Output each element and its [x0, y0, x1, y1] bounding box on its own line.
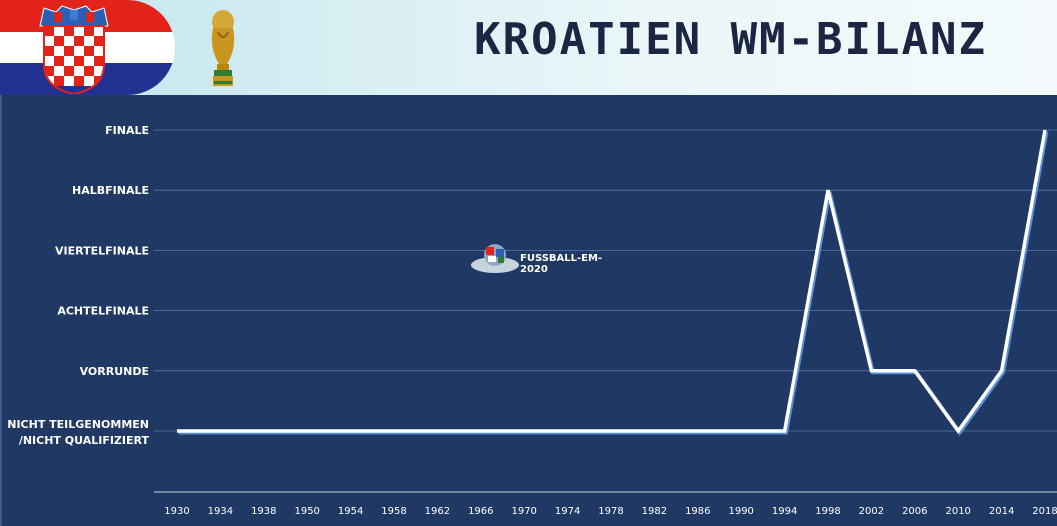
x-tick-label: 2002 [859, 506, 884, 517]
header-banner: KROATIEN WM-BILANZ [0, 0, 1057, 95]
x-tick-label: 1930 [164, 506, 189, 517]
y-tick-label: FINALE [105, 124, 149, 137]
page-title: KROATIEN WM-BILANZ [474, 14, 987, 65]
x-tick-label: 1990 [728, 506, 753, 517]
series-line-shadow [178, 131, 1049, 436]
y-tick-label: HALBFINALE [72, 184, 149, 197]
x-tick-label: 1998 [815, 506, 840, 517]
line-chart: NICHT TEILGENOMMEN/NICHT QUALIFIZIERT VOR… [7, 124, 1057, 517]
chart-area: NICHT TEILGENOMMEN/NICHT QUALIFIZIERT VOR… [0, 95, 1057, 526]
x-tick-label: 1970 [511, 506, 536, 517]
x-tick-label: 1950 [294, 506, 319, 517]
x-tick-label: 1938 [251, 506, 276, 517]
y-tick-label: NICHT TEILGENOMMEN/NICHT QUALIFIZIERT [7, 418, 149, 447]
x-tick-label: 1934 [208, 506, 233, 517]
x-tick-label: 2018 [1032, 506, 1057, 517]
x-tick-label: 1974 [555, 506, 580, 517]
coat-of-arms-crown-icon [39, 5, 109, 27]
watermark-text: FUSSBALL-EM-2020 [520, 253, 603, 275]
croatia-flag-icon [0, 0, 175, 95]
x-tick-label: 2006 [902, 506, 927, 517]
y-tick-label: VORRUNDE [80, 365, 149, 378]
x-tick-label: 1994 [772, 506, 797, 517]
series-line [177, 129, 1047, 434]
watermark-logo: FUSSBALL-EM-2020 [470, 241, 625, 277]
x-tick-label: 1958 [381, 506, 406, 517]
x-tick-label: 1982 [642, 506, 667, 517]
x-tick-label: 2014 [989, 506, 1014, 517]
x-tick-label: 1966 [468, 506, 493, 517]
x-tick-label: 1954 [338, 506, 363, 517]
x-tick-label: 1978 [598, 506, 623, 517]
x-tick-label: 1962 [425, 506, 450, 517]
y-tick-label: ACHTELFINALE [57, 305, 149, 318]
x-tick-label: 2010 [945, 506, 970, 517]
y-tick-label: VIERTELFINALE [55, 244, 149, 257]
x-tick-label: 1986 [685, 506, 710, 517]
world-cup-trophy-icon [211, 10, 235, 86]
